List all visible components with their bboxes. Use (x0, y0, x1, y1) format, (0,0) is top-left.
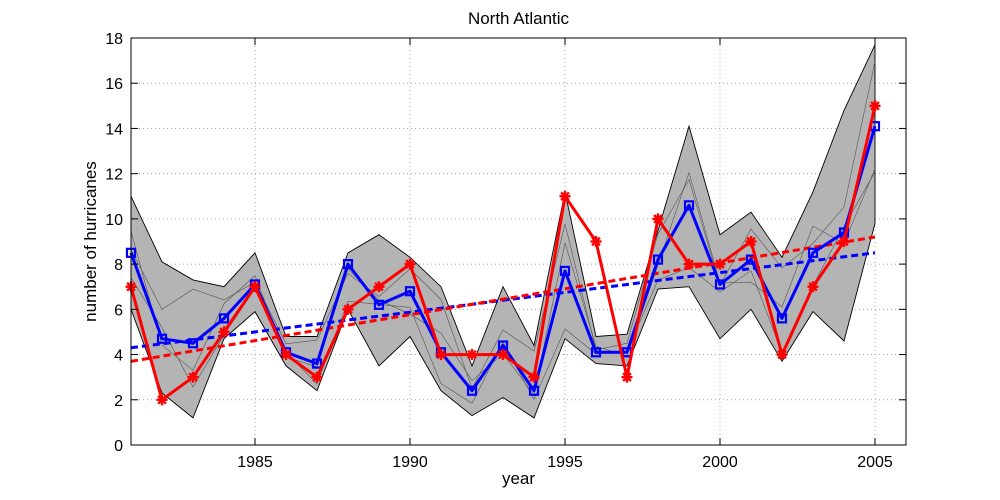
axes-box (130, 37, 907, 446)
y-tick-label: 6 (114, 302, 123, 319)
data-point (683, 200, 695, 211)
data-point (342, 259, 354, 270)
data-point (435, 349, 447, 361)
data-point (776, 349, 788, 361)
marker-center (159, 396, 165, 403)
data-point (187, 338, 199, 349)
marker-center (624, 374, 630, 381)
plot-area: 1985 1990 1995 2000 2005 0 2 4 6 8 10 12 14 16 18 (105, 31, 907, 471)
y-tick-label: 12 (105, 167, 123, 184)
marker-center (593, 238, 599, 245)
marker-center (500, 351, 506, 358)
data-point (745, 236, 757, 247)
marker-center (221, 328, 227, 335)
data-point (590, 236, 602, 247)
marker-center (345, 306, 351, 313)
data-point (311, 371, 323, 383)
marker-center (655, 215, 661, 222)
data-point (280, 349, 292, 361)
data-point (342, 303, 354, 315)
y-tick-label: 16 (105, 76, 123, 93)
chart-title: North Atlantic (468, 9, 570, 28)
x-tick-label: 2005 (857, 454, 893, 471)
x-tick-label: 2000 (702, 454, 738, 471)
data-point (373, 299, 385, 310)
marker-center (872, 102, 878, 109)
data-point (218, 326, 230, 338)
spread-band (130, 44, 876, 419)
data-point (869, 100, 881, 112)
data-point (187, 371, 199, 383)
data-point (807, 247, 819, 258)
x-axis-label: year (502, 469, 535, 488)
y-tick-label: 8 (114, 257, 123, 274)
data-point (559, 265, 571, 276)
data-point (807, 281, 819, 293)
x-tick-label: 1985 (237, 454, 273, 471)
marker-center (810, 283, 816, 290)
data-point (528, 385, 540, 396)
data-point (466, 349, 478, 361)
data-point (621, 371, 633, 383)
data-point (156, 394, 168, 406)
data-point (714, 279, 726, 290)
y-tick-label: 2 (114, 393, 123, 410)
y-tick-label: 14 (105, 121, 123, 138)
trend-line (130, 235, 876, 363)
data-point (590, 347, 602, 358)
data-point (528, 371, 540, 383)
data-point (683, 258, 695, 270)
marker-center (841, 238, 847, 245)
marker-center (531, 374, 537, 381)
data-point (404, 258, 416, 270)
data-point (652, 254, 664, 265)
y-axis-label: number of hurricanes (81, 161, 100, 322)
data-point (249, 281, 261, 293)
marker-center (407, 261, 413, 268)
data-point (156, 333, 168, 344)
y-tick-label: 18 (105, 31, 123, 48)
marker-center (686, 261, 692, 268)
y-tick-label: 4 (114, 348, 123, 365)
marker-center (252, 283, 258, 290)
y-tick-label: 0 (114, 438, 123, 455)
data-point (838, 236, 850, 247)
data-point (311, 358, 323, 369)
x-tick-label: 1990 (392, 454, 428, 471)
data-point (373, 281, 385, 293)
marker-center (314, 374, 320, 381)
data-point (466, 385, 478, 396)
marker-center (469, 351, 475, 358)
y-tick-label: 10 (105, 212, 123, 229)
marker-center (717, 261, 723, 268)
x-tick-label: 1995 (547, 454, 583, 471)
marker-center (438, 351, 444, 358)
data-point (776, 313, 788, 324)
marker-center (190, 374, 196, 381)
data-point (218, 313, 230, 324)
marker-center (779, 351, 785, 358)
data-point (559, 190, 571, 202)
marker-center (376, 283, 382, 290)
marker-center (283, 351, 289, 358)
data-point (714, 258, 726, 270)
data-point (652, 213, 664, 225)
marker-center (748, 238, 754, 245)
data-point (497, 349, 509, 361)
data-point (404, 286, 416, 297)
marker-center (562, 193, 568, 200)
